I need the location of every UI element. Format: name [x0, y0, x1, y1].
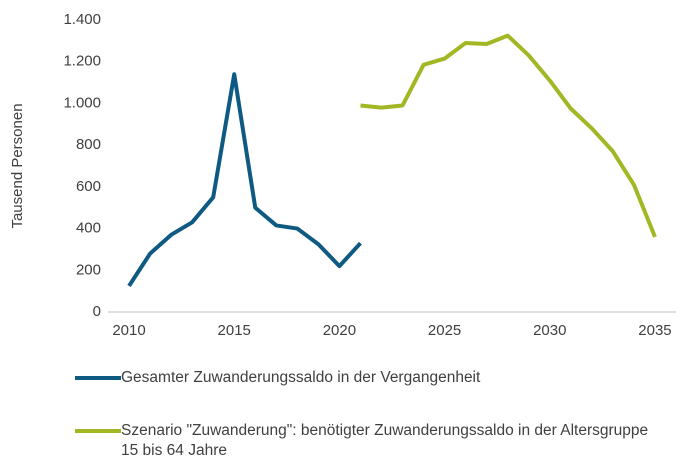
x-tick-label: 2035 — [638, 322, 671, 339]
y-tick-label: 1.200 — [63, 53, 101, 70]
x-tick-label: 2025 — [428, 322, 461, 339]
y-tick-label: 600 — [76, 178, 101, 195]
legend-label: Szenario "Zuwanderung": benötigter Zuwan… — [121, 422, 649, 459]
y-tick-label: 0 — [93, 303, 101, 320]
x-tick-label: 2030 — [533, 322, 566, 339]
chart: Tausend Personen 0 200 400 600 800 1.000 1.200… — [9, 11, 676, 339]
x-tick-label: 2020 — [323, 322, 356, 339]
y-tick-label: 1.000 — [63, 94, 101, 111]
legend-label: Gesamter Zuwanderungssaldo in der Vergan… — [121, 369, 481, 386]
y-axis-label: Tausend Personen — [9, 103, 26, 228]
legend-item: Gesamter Zuwanderungssaldo in der Vergan… — [75, 368, 675, 388]
series-line — [360, 33, 657, 238]
legend-swatch — [75, 429, 121, 433]
series-line — [127, 72, 362, 288]
legend-item: Szenario "Zuwanderung": benötigter Zuwan… — [75, 421, 675, 461]
legend-swatch — [75, 376, 121, 380]
y-tick-label: 1.400 — [63, 11, 101, 28]
y-tick-label: 800 — [76, 136, 101, 153]
x-tick-label: 2015 — [218, 322, 251, 339]
y-tick-label: 400 — [76, 220, 101, 237]
x-tick-label: 2010 — [112, 322, 145, 339]
y-tick-label: 200 — [76, 261, 101, 278]
